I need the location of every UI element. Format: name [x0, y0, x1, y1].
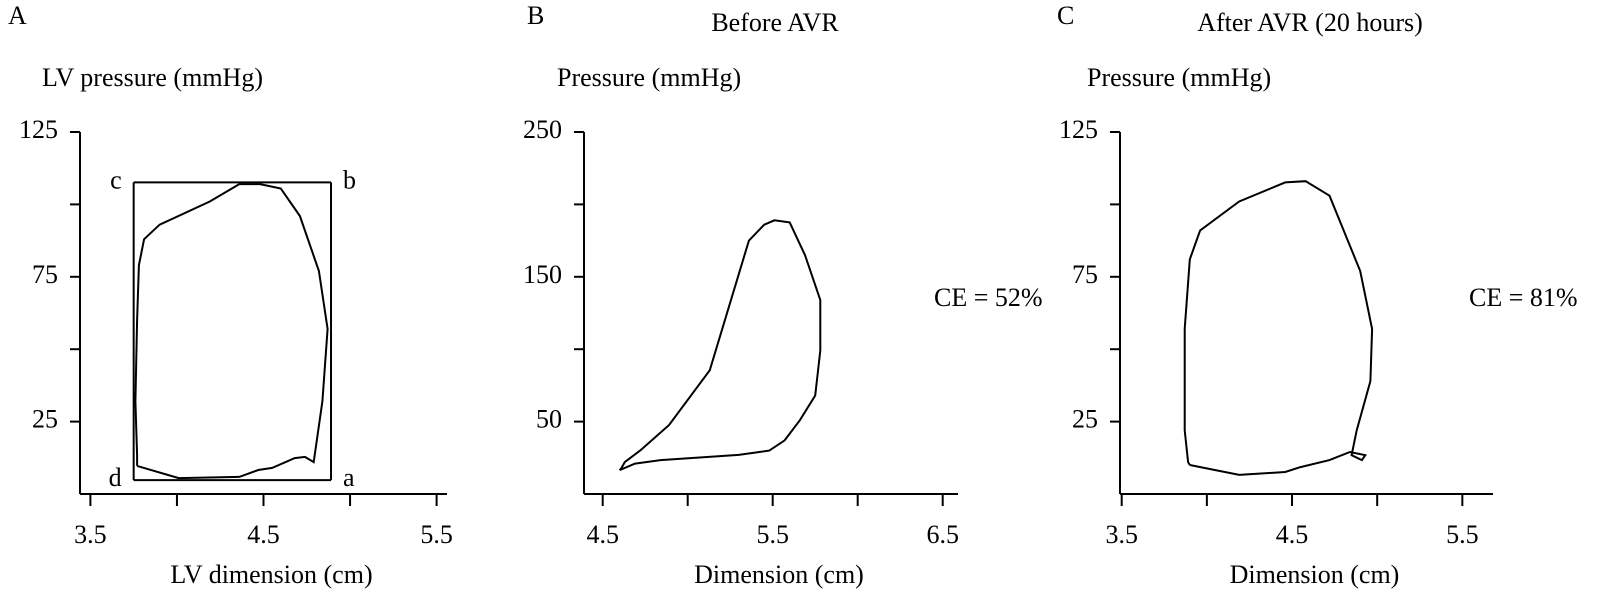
annotation: CE = 81%	[1469, 283, 1578, 312]
panel-label: A	[8, 1, 27, 30]
chart-title: Before AVR	[711, 8, 839, 37]
x-tick-label: 6.5	[926, 520, 959, 549]
chart-title: After AVR (20 hours)	[1197, 8, 1423, 37]
x-axis-title: LV dimension (cm)	[170, 560, 372, 589]
y-tick-label: 75	[32, 260, 58, 289]
y-axis-title: Pressure (mmHg)	[557, 63, 741, 92]
x-tick-label: 4.5	[586, 520, 619, 549]
x-tick-label: 5.5	[756, 520, 789, 549]
x-axis-title: Dimension (cm)	[694, 560, 864, 589]
y-tick-label: 150	[523, 260, 562, 289]
loop-line	[618, 219, 822, 472]
corner-label: a	[343, 463, 355, 492]
y-tick-label: 25	[1072, 405, 1098, 434]
x-tick-label: 4.5	[1276, 520, 1309, 549]
panel-label: C	[1057, 1, 1074, 30]
panel-label: B	[527, 1, 544, 30]
x-tick-label: 4.5	[247, 520, 280, 549]
annotation: CE = 52%	[934, 283, 1043, 312]
y-tick-label: 250	[523, 115, 562, 144]
corner-label: b	[343, 165, 356, 194]
x-tick-label: 5.5	[420, 520, 453, 549]
x-tick-label: 3.5	[74, 520, 107, 549]
y-tick-label: 50	[536, 405, 562, 434]
y-axis-title: Pressure (mmHg)	[1087, 63, 1271, 92]
x-tick-label: 3.5	[1105, 520, 1138, 549]
y-tick-label: 25	[32, 405, 58, 434]
corner-label: d	[109, 463, 122, 492]
x-axis-title: Dimension (cm)	[1230, 560, 1400, 589]
y-tick-label: 125	[1059, 115, 1098, 144]
corner-label: c	[110, 165, 122, 194]
x-tick-label: 5.5	[1446, 520, 1479, 549]
loop-line	[134, 183, 329, 480]
loop-line	[1183, 180, 1374, 476]
y-tick-label: 125	[19, 115, 58, 144]
y-tick-label: 75	[1072, 260, 1098, 289]
y-axis-title: LV pressure (mmHg)	[42, 63, 263, 92]
